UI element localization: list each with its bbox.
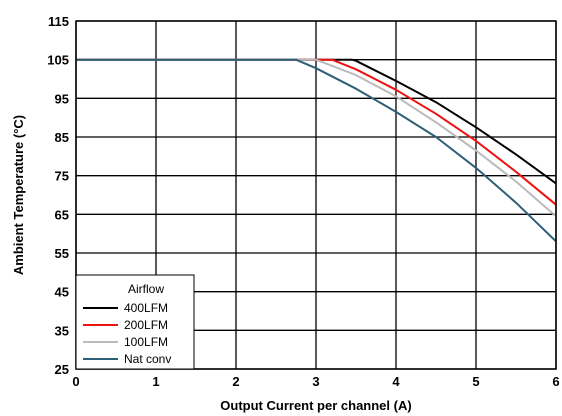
series-line-200lfm [76, 58, 557, 206]
legend-label-200lfm: 200LFM [124, 318, 168, 332]
y-tick-label: 65 [55, 207, 69, 222]
x-tick-label: 5 [472, 374, 479, 389]
y-axis-title: Ambient Temperature (°C) [11, 115, 26, 275]
y-tick-label: 95 [55, 91, 69, 106]
plot-frame [75, 20, 557, 370]
legend: Airflow 400LFM 200LFM 100LFM Nat conv [75, 274, 195, 370]
legend-label-nat-conv: Nat conv [124, 352, 171, 366]
y-tick-labels: 25 35 45 55 65 75 85 95 105 115 [47, 14, 69, 377]
y-tick-label: 45 [55, 285, 69, 300]
legend-title: Airflow [128, 282, 164, 296]
y-tick-label: 85 [55, 130, 69, 145]
y-tick-label: 105 [47, 53, 69, 68]
series-line-400lfm [76, 58, 557, 185]
series-layer [76, 58, 557, 243]
x-tick-label: 0 [72, 374, 79, 389]
y-tick-label: 115 [48, 14, 69, 29]
legend-label-400lfm: 400LFM [124, 301, 168, 315]
y-tick-label: 75 [55, 169, 69, 184]
x-tick-label: 6 [552, 374, 559, 389]
legend-label-100lfm: 100LFM [124, 335, 168, 349]
x-tick-label: 2 [232, 374, 239, 389]
series-line-nat-conv [76, 58, 557, 243]
x-tick-label: 3 [312, 374, 319, 389]
y-tick-label: 25 [55, 362, 69, 377]
y-tick-label: 35 [55, 323, 69, 338]
x-tick-label: 4 [392, 374, 400, 389]
x-tick-label: 1 [152, 374, 159, 389]
x-tick-labels: 0 1 2 3 4 5 6 [72, 374, 559, 389]
series-line-100lfm [76, 58, 557, 218]
x-axis-title: Output Current per channel (A) [220, 398, 411, 413]
legend-box [75, 274, 195, 370]
legend-items: 400LFM 200LFM 100LFM Nat conv [83, 301, 171, 366]
y-tick-label: 55 [55, 246, 69, 261]
